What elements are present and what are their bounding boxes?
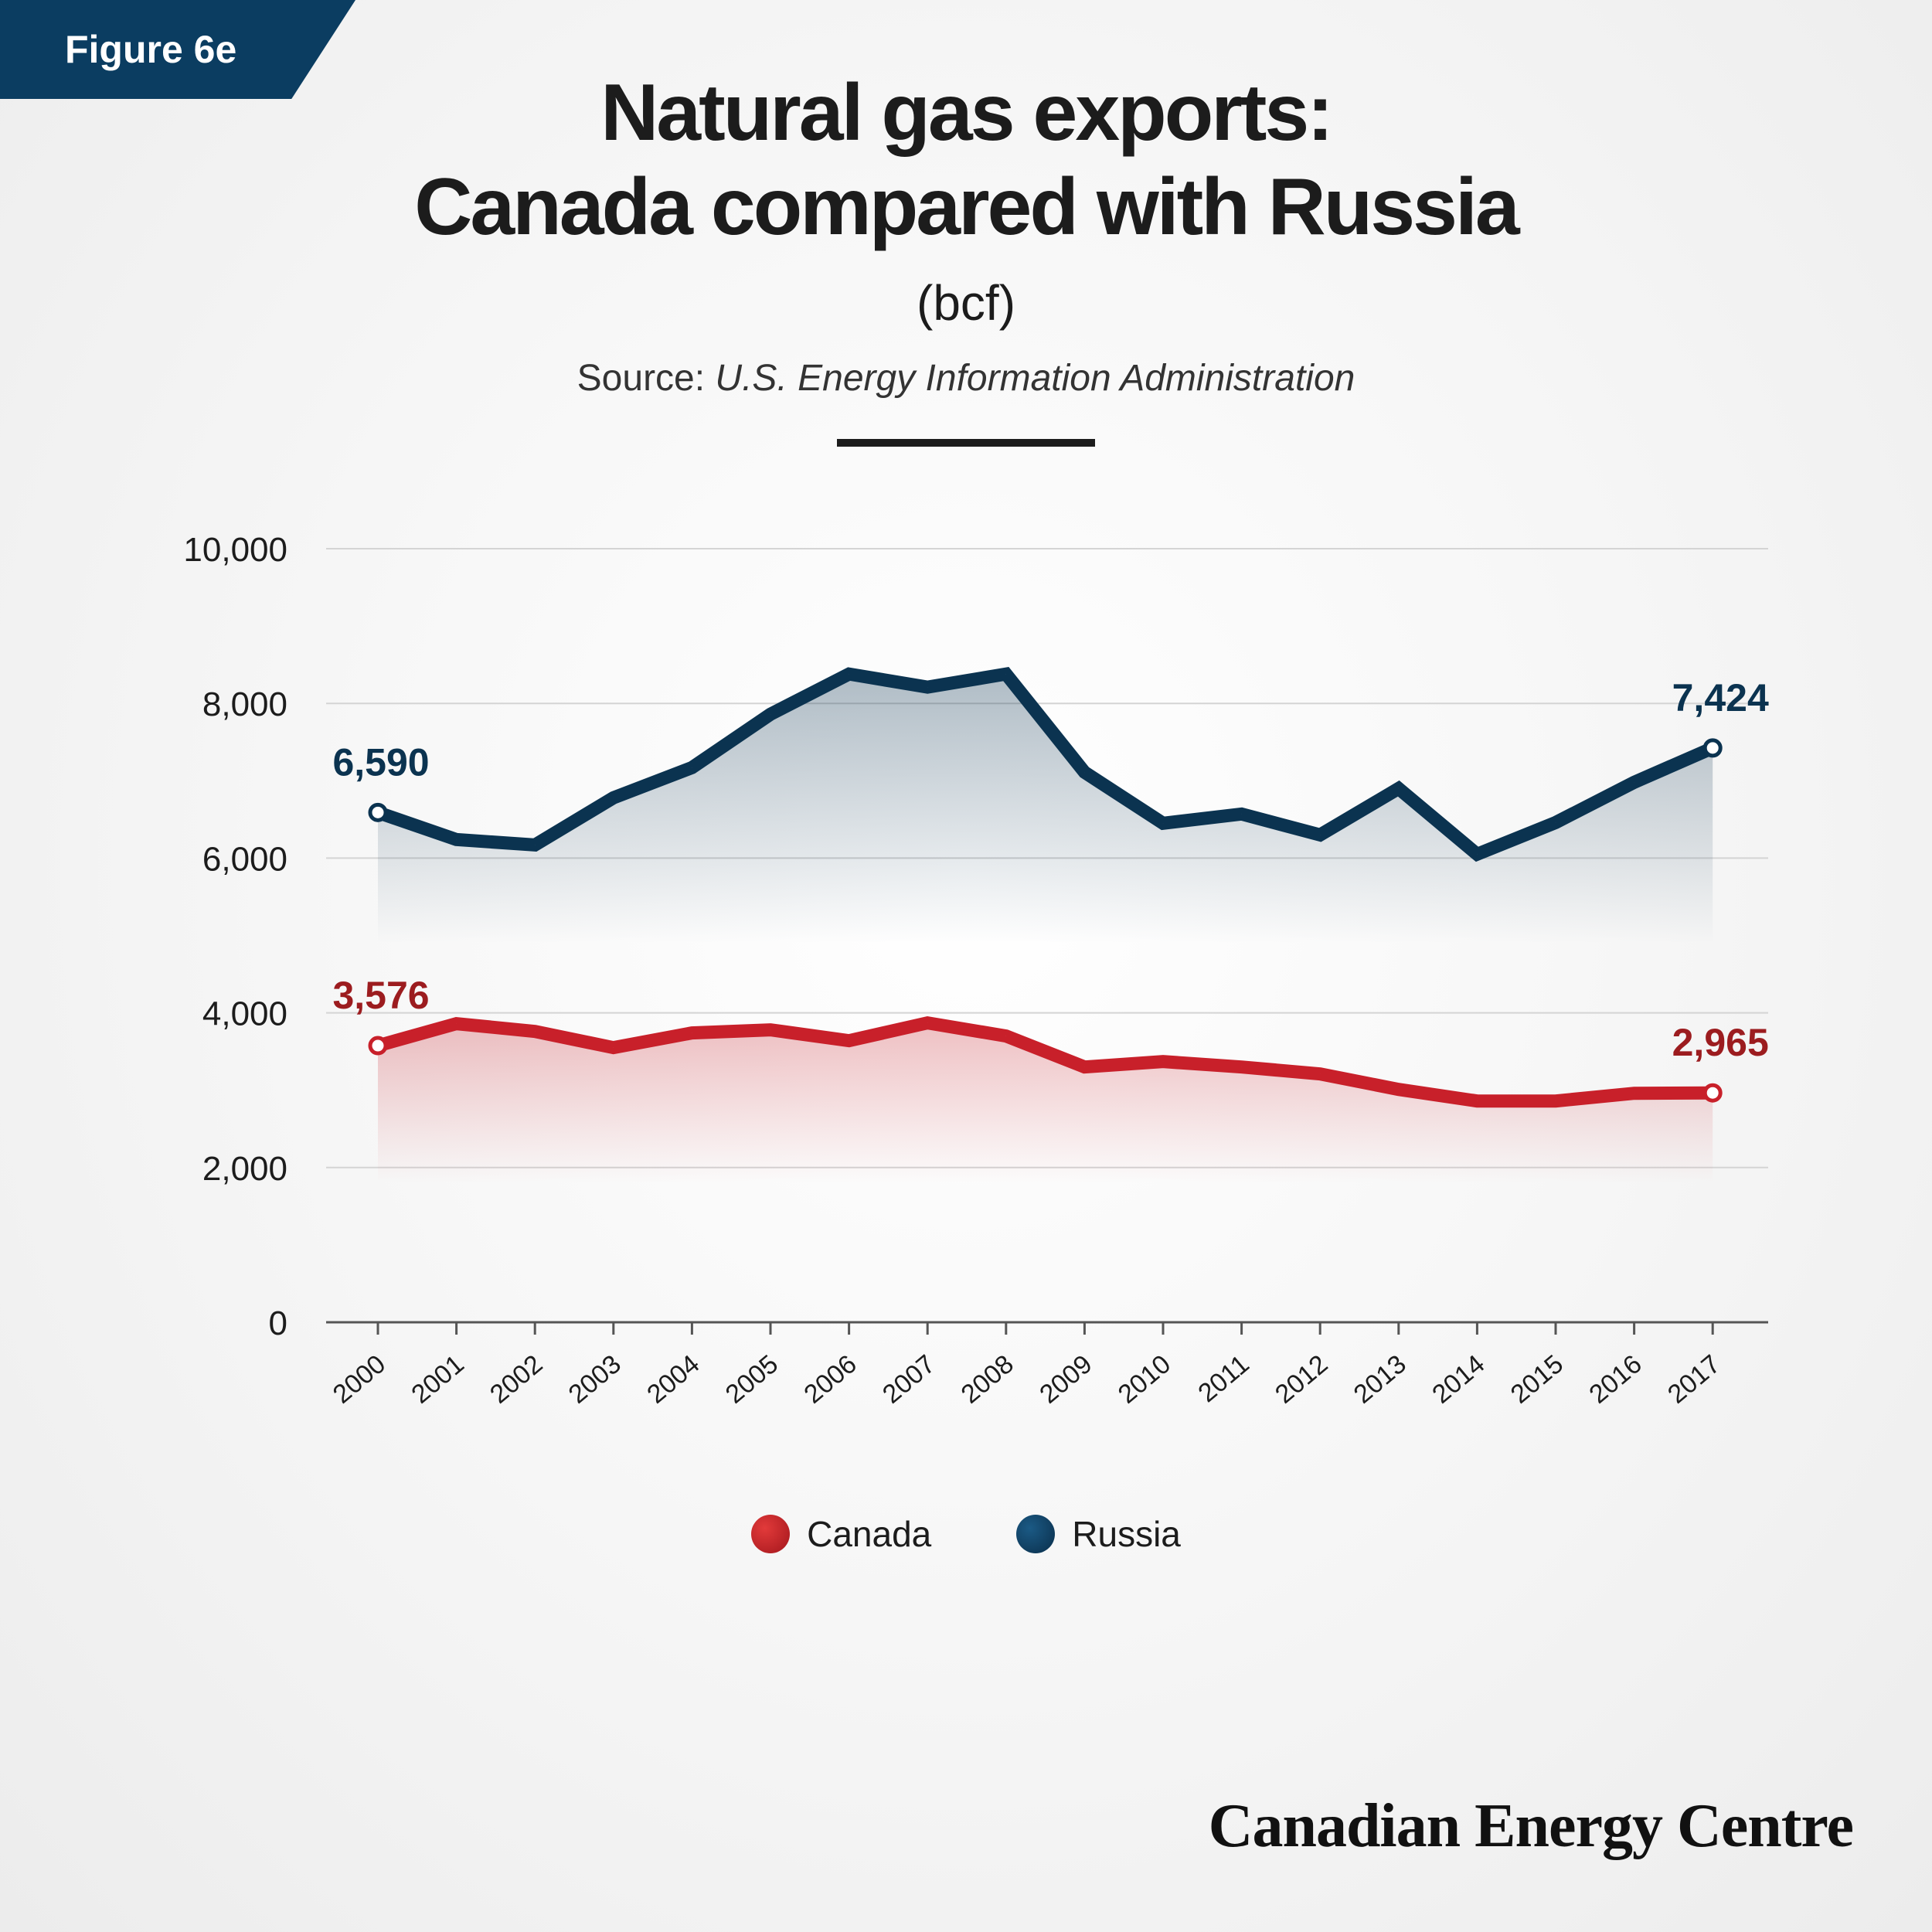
x-tick-label: 2002 [485,1349,548,1410]
chart-unit: (bcf) [917,275,1015,331]
x-tick-label: 2009 [1034,1349,1097,1410]
x-tick-label: 2005 [720,1349,784,1410]
chart-source: Source: U.S. Energy Information Administ… [0,357,1932,400]
x-tick-label: 2016 [1583,1349,1647,1410]
series-line-canada [376,1015,1713,1108]
data-label-start-russia: 6,590 [332,740,429,784]
y-tick-label: 10,000 [183,531,287,569]
y-tick-label: 4,000 [202,995,287,1033]
source-name: U.S. Energy Information Administration [715,358,1355,399]
data-label-end-russia: 7,424 [1672,676,1769,719]
legend-item-canada: Canada [751,1513,931,1555]
area-russia [378,674,1713,944]
x-tick-label: 2014 [1427,1349,1490,1410]
data-point-russia [368,802,388,822]
figure-badge: Figure 6e [0,0,355,99]
data-label-end-canada: 2,965 [1672,1021,1769,1064]
x-tick-label: 2007 [877,1349,940,1410]
x-tick-label: 2000 [328,1349,391,1410]
y-tick-label: 0 [269,1304,287,1342]
x-tick-label: 2006 [798,1349,862,1410]
series-line-russia [376,666,1716,862]
x-tick-label: 2010 [1113,1349,1176,1410]
chart-legend: Canada Russia [0,1513,1932,1555]
source-prefix: Source: [577,358,716,399]
x-tick-label: 2004 [641,1349,705,1410]
x-tick-label: 2001 [406,1349,469,1410]
chart-title: Natural gas exports: Canada compared wit… [0,66,1932,254]
legend-item-russia: Russia [1016,1513,1181,1555]
data-label-start-canada: 3,576 [332,974,429,1017]
chart-title-line-2: Canada compared with Russia [414,162,1519,252]
x-tick-label: 2017 [1662,1349,1726,1410]
area-canada [378,1022,1713,1183]
brand-logo-text: Canadian Energy Centre [1208,1792,1854,1860]
chart-title-line-1: Natural gas exports: [600,68,1334,158]
title-divider [837,439,1095,447]
legend-label-russia: Russia [1072,1514,1181,1554]
x-tick-label: 2013 [1349,1349,1412,1410]
x-tick-label: 2015 [1505,1349,1569,1410]
legend-swatch-canada [751,1515,791,1553]
x-tick-label: 2003 [563,1349,627,1410]
y-tick-label: 6,000 [202,840,287,878]
data-point-canada [1702,1083,1723,1103]
x-tick-label: 2012 [1270,1349,1333,1410]
y-tick-label: 8,000 [202,685,287,723]
data-point-canada [368,1036,388,1056]
legend-label-canada: Canada [807,1514,932,1554]
x-tick-label: 2008 [956,1349,1019,1410]
legend-swatch-russia [1016,1515,1056,1553]
y-tick-label: 2,000 [202,1150,287,1188]
x-tick-label: 2011 [1192,1349,1254,1408]
data-point-russia [1702,738,1723,758]
